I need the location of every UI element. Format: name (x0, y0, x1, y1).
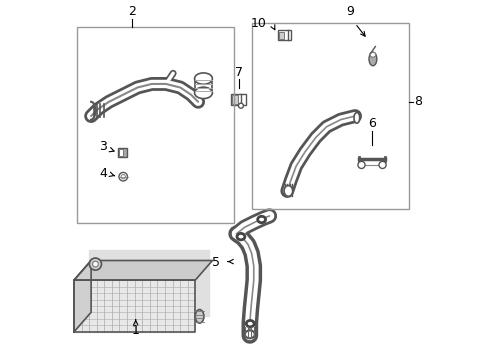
Ellipse shape (194, 73, 212, 84)
Bar (232, 95, 238, 104)
Bar (77, 27, 233, 223)
Bar (119, 149, 123, 156)
Ellipse shape (194, 87, 212, 99)
Circle shape (121, 175, 125, 179)
Bar (231, 94, 246, 105)
Bar (251, 23, 408, 209)
Ellipse shape (195, 310, 203, 323)
Circle shape (92, 261, 98, 267)
Text: 1: 1 (131, 324, 140, 337)
Bar (118, 148, 126, 157)
Text: 10: 10 (250, 17, 266, 30)
Text: 5: 5 (212, 256, 220, 269)
Text: 8: 8 (413, 95, 421, 108)
Bar (277, 31, 291, 40)
Circle shape (238, 103, 243, 108)
Ellipse shape (246, 320, 254, 327)
Ellipse shape (244, 330, 254, 338)
Ellipse shape (237, 233, 244, 240)
Bar (278, 32, 283, 39)
Ellipse shape (368, 52, 376, 66)
Circle shape (357, 161, 365, 168)
Text: 2: 2 (128, 5, 136, 18)
Circle shape (119, 172, 127, 181)
Text: 6: 6 (367, 117, 375, 130)
Text: 3: 3 (99, 140, 107, 153)
Ellipse shape (257, 216, 265, 223)
Polygon shape (74, 280, 195, 332)
Text: 7: 7 (235, 66, 243, 78)
Ellipse shape (353, 112, 359, 123)
Polygon shape (74, 261, 91, 332)
Ellipse shape (369, 52, 375, 57)
Text: 9: 9 (345, 5, 353, 18)
Polygon shape (74, 261, 212, 280)
Ellipse shape (284, 186, 292, 196)
Circle shape (378, 161, 386, 168)
Polygon shape (89, 250, 208, 316)
Circle shape (89, 258, 101, 270)
Text: 4: 4 (99, 167, 107, 180)
